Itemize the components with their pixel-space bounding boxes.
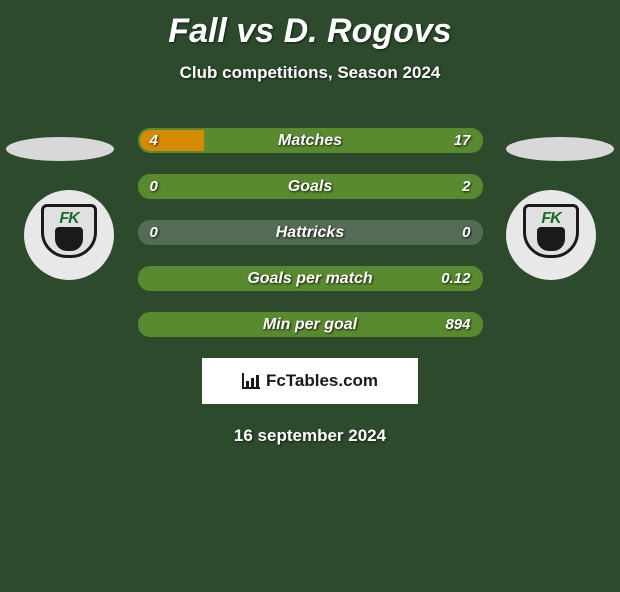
stat-value-right: 894 [445, 314, 470, 335]
shield-icon: FK [41, 204, 97, 266]
stat-row: Goals0 2 [138, 174, 483, 199]
bar-chart-icon [242, 373, 260, 389]
stat-row: Min per goal894 [138, 312, 483, 337]
page-title: Fall vs D. Rogovs [0, 12, 620, 51]
subtitle: Club competitions, Season 2024 [0, 63, 620, 83]
date-label: 16 september 2024 [0, 426, 620, 446]
club-right-initials: FK [526, 210, 576, 228]
stats-container: Matches417Goals02Hattricks00Goals per ma… [138, 128, 483, 337]
stat-label: Goals [140, 176, 481, 197]
stat-row: Goals per match0.12 [138, 266, 483, 291]
stat-label: Matches [140, 130, 481, 151]
club-right-logo: FK [506, 190, 596, 280]
stat-label: Min per goal [140, 314, 481, 335]
stat-value-right: 0 [462, 222, 470, 243]
source-attribution: FcTables.com [202, 358, 418, 404]
club-left-initials: FK [44, 210, 94, 228]
club-left-logo: FK [24, 190, 114, 280]
stat-row: Hattricks0 0 [138, 220, 483, 245]
stat-value-right: 2 [462, 176, 470, 197]
stat-value-left: 0 [150, 176, 158, 197]
stat-value-left: 0 [150, 222, 158, 243]
stat-value-right: 0.12 [441, 268, 470, 289]
stat-label: Hattricks [140, 222, 481, 243]
stat-value-left: 4 [150, 130, 158, 151]
shield-icon: FK [523, 204, 579, 266]
player-left-avatar-placeholder [6, 137, 114, 161]
source-label: FcTables.com [266, 371, 378, 391]
stat-label: Goals per match [140, 268, 481, 289]
player-right-avatar-placeholder [506, 137, 614, 161]
stat-row: Matches4 17 [138, 128, 483, 153]
stat-value-right: 17 [454, 130, 471, 151]
